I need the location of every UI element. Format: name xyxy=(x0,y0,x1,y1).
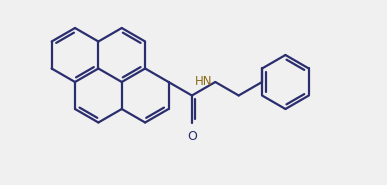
Text: O: O xyxy=(187,130,197,142)
Text: HN: HN xyxy=(195,75,212,88)
